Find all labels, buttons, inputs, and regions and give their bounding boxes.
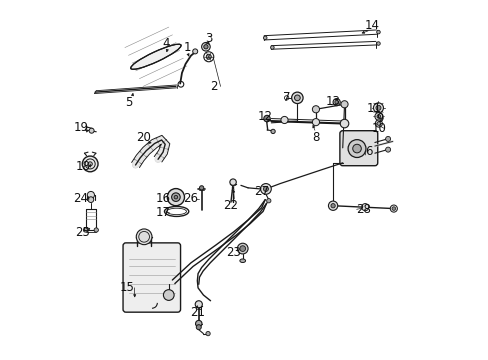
- Text: 4: 4: [162, 37, 169, 50]
- Text: 27: 27: [254, 185, 268, 198]
- Circle shape: [385, 136, 390, 141]
- Circle shape: [328, 201, 337, 210]
- Circle shape: [376, 42, 380, 45]
- Text: 15: 15: [120, 282, 135, 294]
- Text: 8: 8: [312, 131, 319, 144]
- Text: 7: 7: [283, 91, 290, 104]
- Circle shape: [312, 118, 319, 126]
- Circle shape: [205, 332, 210, 336]
- Circle shape: [203, 45, 207, 49]
- Circle shape: [196, 325, 201, 330]
- Circle shape: [88, 162, 92, 166]
- Circle shape: [263, 36, 266, 40]
- Circle shape: [136, 229, 152, 245]
- Circle shape: [263, 186, 268, 192]
- Circle shape: [83, 228, 87, 232]
- Text: 9: 9: [375, 112, 383, 125]
- Text: 21: 21: [189, 306, 204, 319]
- Circle shape: [88, 197, 94, 203]
- Circle shape: [374, 120, 382, 127]
- Circle shape: [376, 114, 380, 118]
- Text: 10: 10: [371, 122, 386, 135]
- Circle shape: [163, 290, 174, 300]
- Circle shape: [281, 116, 287, 123]
- Text: 2: 2: [210, 80, 218, 93]
- Text: 11: 11: [366, 102, 381, 115]
- Circle shape: [195, 301, 202, 308]
- Circle shape: [171, 193, 180, 202]
- Circle shape: [312, 106, 319, 113]
- Circle shape: [266, 199, 270, 203]
- Circle shape: [192, 49, 197, 54]
- Text: 13: 13: [325, 95, 340, 108]
- Text: 17: 17: [155, 206, 170, 219]
- Text: 20: 20: [136, 131, 151, 144]
- Text: 24: 24: [73, 192, 88, 205]
- Text: 12: 12: [257, 110, 272, 123]
- Circle shape: [347, 140, 365, 157]
- Ellipse shape: [240, 259, 245, 262]
- Circle shape: [373, 103, 383, 113]
- Text: 6: 6: [365, 145, 372, 158]
- Circle shape: [376, 122, 380, 125]
- Text: 26: 26: [183, 192, 197, 205]
- FancyBboxPatch shape: [339, 131, 377, 166]
- Circle shape: [389, 205, 397, 212]
- Circle shape: [374, 112, 382, 120]
- Circle shape: [237, 243, 247, 254]
- Circle shape: [195, 320, 202, 327]
- Circle shape: [229, 179, 236, 185]
- Circle shape: [291, 92, 303, 104]
- Circle shape: [167, 189, 184, 206]
- Circle shape: [332, 99, 340, 106]
- Circle shape: [260, 184, 271, 194]
- Circle shape: [340, 119, 348, 128]
- Text: 1: 1: [183, 41, 191, 54]
- Circle shape: [375, 105, 380, 111]
- Circle shape: [87, 192, 94, 199]
- Circle shape: [376, 30, 380, 34]
- Text: 16: 16: [155, 192, 170, 205]
- Ellipse shape: [130, 44, 181, 69]
- Circle shape: [263, 115, 270, 122]
- Circle shape: [240, 246, 245, 251]
- Text: 3: 3: [204, 32, 212, 45]
- Text: 22: 22: [223, 199, 238, 212]
- Circle shape: [174, 195, 177, 199]
- Circle shape: [94, 228, 98, 232]
- Text: 14: 14: [364, 19, 379, 32]
- Text: 5: 5: [124, 96, 132, 109]
- Text: 25: 25: [76, 226, 90, 239]
- Text: 19: 19: [73, 121, 88, 134]
- FancyBboxPatch shape: [123, 243, 180, 312]
- Circle shape: [89, 128, 94, 133]
- Text: 18: 18: [76, 160, 90, 173]
- Circle shape: [199, 186, 203, 190]
- Circle shape: [294, 95, 300, 101]
- Text: 23: 23: [225, 246, 240, 258]
- Circle shape: [82, 156, 98, 172]
- Circle shape: [330, 203, 335, 208]
- Text: 28: 28: [355, 203, 370, 216]
- Circle shape: [201, 42, 210, 51]
- Circle shape: [391, 207, 395, 210]
- Circle shape: [361, 203, 368, 211]
- Circle shape: [352, 144, 361, 153]
- Circle shape: [206, 54, 211, 59]
- Circle shape: [385, 147, 390, 152]
- Circle shape: [270, 129, 275, 134]
- Circle shape: [340, 101, 347, 108]
- Circle shape: [270, 46, 274, 49]
- Circle shape: [334, 100, 338, 104]
